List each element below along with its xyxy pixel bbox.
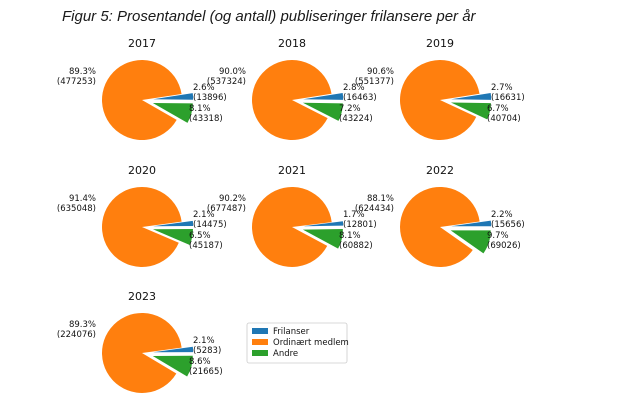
pie-count-label: (40704) [487,114,521,124]
pie-count-label: (15656) [491,220,525,230]
pie-count-label: (537324) [207,77,246,87]
pie-pct-label: 2.1% [193,210,215,220]
pie-slice-frilanser [303,221,344,227]
pie-pct-label: 89.3% [69,67,96,77]
pie-2018: 2018 2.8%(16463) 90.0%(537324) 7.2%(43224) [207,37,377,140]
pie-slice-frilanser [451,93,492,100]
pie-title: 2020 [128,164,156,177]
pie-slice-ordinaert-medlem [102,60,182,141]
pie-slice-andre [302,102,343,121]
pie-slice-ordinaert-medlem [102,186,182,267]
pie-count-label: (16631) [491,93,525,103]
pie-count-label: (45187) [189,241,223,251]
pie-pct-label: 6.7% [487,104,509,114]
pie-pct-label: 6.5% [189,231,211,241]
pie-count-label: (43318) [189,114,223,124]
pie-pct-label: 8.1% [339,231,361,241]
pie-pct-label: 8.1% [189,104,211,114]
pie-pct-label: 2.7% [491,83,513,93]
pie-count-label: (21665) [189,367,223,377]
pie-count-label: (5283) [193,346,221,356]
pie-slice-frilanser [153,346,194,353]
pie-pct-label: 89.3% [69,320,96,330]
pie-title: 2017 [128,37,156,50]
pie-count-label: (43224) [339,114,373,124]
pie-pct-label: 8.6% [189,357,211,367]
legend-label-andre: Andre [273,349,298,359]
pie-pct-label: 2.8% [343,83,365,93]
pie-pct-label: 90.0% [219,67,246,77]
pie-2017: 2017 2.6%(13896) 89.3%(477253) 8.1%(43318) [57,37,227,141]
pie-pct-label: 7.2% [339,104,361,114]
legend-label-ordinaert-medlem: Ordinært medlem [273,338,349,348]
pie-2019: 2019 2.7%(16631) 90.6%(551377) 6.7%(40704) [355,37,525,140]
pie-slice-andre [152,102,193,123]
pie-slice-ordinaert-medlem [101,312,182,394]
pie-count-label: (224076) [57,330,96,340]
pie-slice-andre [450,102,491,120]
pie-count-label: (551377) [355,77,394,87]
pie-slice-ordinaert-medlem [400,187,480,267]
pie-title: 2023 [128,290,156,303]
legend-swatch-andre [252,350,268,356]
pie-2022: 2022 2.2%(15656) 88.1%(624434) 9.7%(69026) [355,164,525,267]
pie-slice-frilanser [451,220,492,227]
pie-count-label: (477253) [57,77,96,87]
pie-2020: 2020 2.1%(14475) 91.4%(635048) 6.5%(45187) [57,164,227,267]
pie-slice-frilanser [153,93,194,100]
legend-box [246,322,348,364]
pie-count-label: (635048) [57,204,96,214]
legend-swatch-ordinaert-medlem [252,339,268,345]
pie-pct-label: 2.1% [193,336,215,346]
pie-count-label: (14475) [193,220,227,230]
pie-pct-label: 1.7% [343,210,365,220]
pie-count-label: (13896) [193,93,227,103]
pie-count-label: (60882) [339,241,373,251]
pie-count-label: (677487) [207,204,246,214]
pie-2023: 2023 2.1%(5283) 89.3%(224076) 8.6%(21665) [57,290,223,394]
pie-slice-ordinaert-medlem [251,187,332,268]
pie-slice-frilanser [303,92,344,100]
pie-pct-label: 90.2% [219,194,246,204]
legend-swatch-frilanser [252,328,268,334]
pie-pct-label: 91.4% [69,194,96,204]
pie-title: 2019 [426,37,454,50]
pie-title: 2022 [426,164,454,177]
pie-slice-andre [152,229,193,245]
pie-pct-label: 9.7% [487,231,509,241]
pie-slice-andre [152,355,193,377]
pie-pct-label: 2.2% [491,210,513,220]
pie-pct-label: 2.6% [193,83,215,93]
pie-pct-label: 88.1% [367,194,394,204]
pie-pct-label: 90.6% [367,67,394,77]
pie-slice-ordinaert-medlem [400,60,480,140]
pie-count-label: (69026) [487,241,521,251]
figure-title: Figur 5: Prosentandel (og antall) publis… [62,8,476,25]
pie-count-label: (624434) [355,204,394,214]
pie-slice-andre [302,228,343,249]
pie-count-label: (12801) [343,220,377,230]
pie-title: 2018 [278,37,306,50]
pie-slice-andre [450,230,491,254]
pie-count-label: (16463) [343,93,377,103]
pie-2021: 2021 1.7%(12801) 90.2%(677487) 8.1%(60882) [207,164,377,268]
pie-title: 2021 [278,164,306,177]
legend-label-frilanser: Frilanser [273,327,310,337]
pie-slice-ordinaert-medlem [252,60,332,140]
pie-slice-frilanser [153,220,194,227]
